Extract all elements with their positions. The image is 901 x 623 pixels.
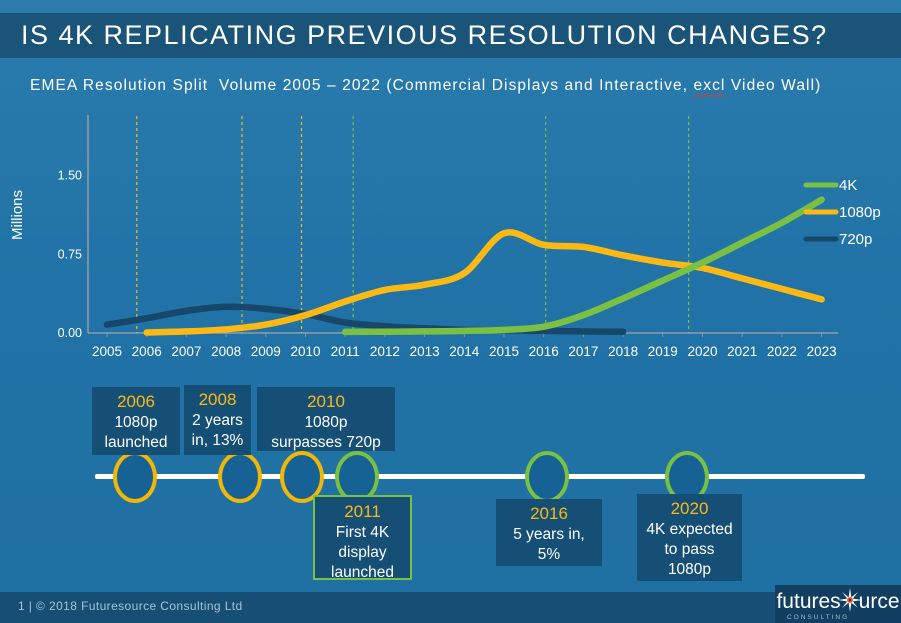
- x-tick-label: 2009: [251, 344, 281, 359]
- milestone-year: 2006: [117, 392, 155, 411]
- x-tick-label: 2020: [687, 344, 717, 359]
- x-tick-label: 2007: [171, 344, 201, 359]
- starburst-icon: [837, 588, 862, 616]
- legend-label-720p: 720p: [839, 231, 872, 248]
- milestone-year: 2016: [530, 504, 568, 523]
- x-tick-label: 2005: [92, 344, 122, 359]
- x-tick-label: 2015: [489, 344, 519, 359]
- subtitle-text-post: Video Wall): [725, 77, 822, 94]
- series-line-720p: [103, 303, 627, 335]
- x-tick-label: 2014: [449, 344, 480, 359]
- subtitle-misspelled-word: excl: [693, 77, 726, 94]
- x-tick-label: 2006: [132, 344, 162, 359]
- x-tick-label: 2021: [727, 344, 757, 359]
- y-tick-label: 0.00: [58, 326, 82, 340]
- x-tick-label: 2022: [767, 344, 797, 359]
- milestone-box-2016: 2016 5 years in, 5%: [496, 499, 602, 566]
- timeline-node-2008: [218, 451, 262, 503]
- timeline-node-2006: [113, 451, 157, 503]
- milestone-year: 2020: [670, 499, 709, 518]
- milestone-box-2020: 2020 4K expected to pass 1080p: [637, 494, 742, 581]
- milestone-year: 2011: [344, 502, 381, 521]
- timeline-node-2010: [280, 451, 324, 503]
- subtitle-text-pre: EMEA Resolution Split Volume 2005 – 2022…: [30, 77, 694, 94]
- milestone-box-2006: 2006 1080p launched: [92, 387, 180, 455]
- timeline-line: [95, 474, 865, 479]
- x-tick-label: 2011: [331, 344, 360, 359]
- x-tick-label: 2010: [290, 344, 320, 359]
- milestone-box-2011: 2011 First 4K display launched: [313, 495, 412, 581]
- series-line-4k: [341, 196, 825, 336]
- milestone-box-2010: 2010 1080p surpasses 720p: [257, 387, 395, 451]
- milestone-year: 2010: [307, 392, 345, 411]
- y-tick-label: 0.75: [58, 247, 82, 261]
- logo-text-left: futures: [776, 589, 841, 613]
- x-tick-label: 2017: [568, 344, 598, 359]
- series-line-1080p: [143, 229, 825, 336]
- y-axis-title: Millions: [9, 190, 26, 240]
- x-tick-label: 2019: [648, 344, 678, 359]
- page-title: IS 4K REPLICATING PREVIOUS RESOLUTION CH…: [21, 20, 828, 50]
- x-tick-label: 2018: [608, 344, 638, 359]
- x-tick-label: 2012: [370, 344, 400, 359]
- x-tick-label: 2013: [410, 344, 440, 359]
- x-tick-label: 2016: [529, 344, 559, 359]
- x-tick-label: 2008: [211, 344, 241, 359]
- futuresource-logo: futures urce: [775, 585, 901, 623]
- milestone-year: 2008: [198, 390, 237, 409]
- chart-subtitle: EMEA Resolution Split Volume 2005 – 2022…: [30, 77, 821, 95]
- legend-label-4k: 4K: [839, 177, 857, 194]
- footer-page-info: 1 | © 2018 Futuresource Consulting Ltd: [18, 599, 243, 613]
- y-tick-label: 1.50: [58, 169, 82, 183]
- footer-bar: [0, 592, 901, 623]
- logo-text-right: urce: [858, 589, 900, 613]
- legend-label-1080p: 1080p: [839, 204, 881, 221]
- resolution-split-line-chart: 0.00 0.75 1.50 2005 2006 2007 2008 2009 2010 2011…: [9, 115, 881, 359]
- x-tick-label: 2023: [807, 344, 837, 359]
- timeline-node-2016: [525, 451, 569, 503]
- title-bar: IS 4K REPLICATING PREVIOUS RESOLUTION CH…: [0, 13, 901, 58]
- milestone-box-2008: 2008 2 years in, 13%: [184, 385, 251, 455]
- logo-subtext: CONSULTING: [787, 614, 850, 621]
